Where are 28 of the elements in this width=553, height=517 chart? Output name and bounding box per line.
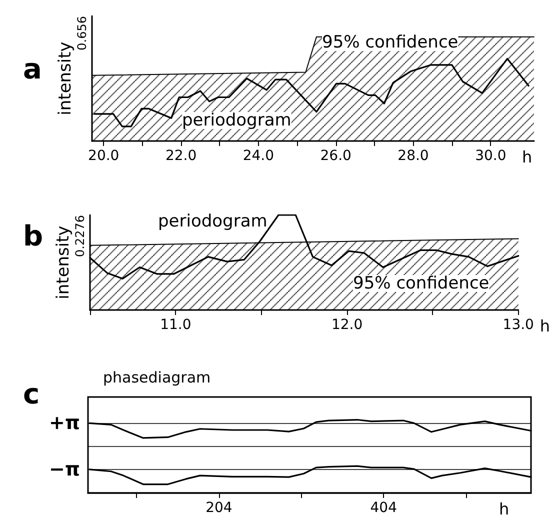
chart-subtitle: phasediagram	[103, 368, 211, 386]
y-axis-title: intensity	[54, 226, 74, 300]
y-axis-title: intensity	[56, 42, 76, 116]
x-axis-title: h	[540, 316, 550, 336]
x-tick-label: 20.0	[88, 148, 120, 164]
series-label: periodogram	[182, 110, 292, 130]
chart-title: b	[23, 220, 44, 252]
x-axis-title: h	[522, 148, 532, 166]
ref-line-label: +π	[49, 412, 80, 434]
x-tick-label: 26.0	[320, 148, 352, 164]
x-tick-label: 204	[206, 500, 232, 516]
series-label: periodogram	[158, 212, 268, 232]
x-tick-label: 24.0	[242, 148, 274, 164]
x-tick-label: 12.0	[331, 317, 363, 333]
x-tick-label: 22.0	[165, 148, 197, 164]
ref-line-label: −π	[49, 458, 80, 480]
x-tick-label: 11.0	[160, 317, 192, 333]
series-label: 95% confidence	[322, 32, 458, 52]
text: 0.656	[75, 16, 89, 50]
text: a	[23, 52, 42, 86]
x-tick-label: 404	[370, 500, 398, 516]
x-tick-label: 13.0	[502, 317, 534, 333]
x-tick-label: 28.0	[398, 148, 429, 164]
chart-title: c	[23, 378, 40, 410]
series-label: 95% confidence	[353, 274, 490, 294]
x-axis-title: h	[499, 500, 510, 517]
x-tick-label: 30.0	[475, 148, 506, 164]
text: 0.2276	[73, 215, 87, 257]
